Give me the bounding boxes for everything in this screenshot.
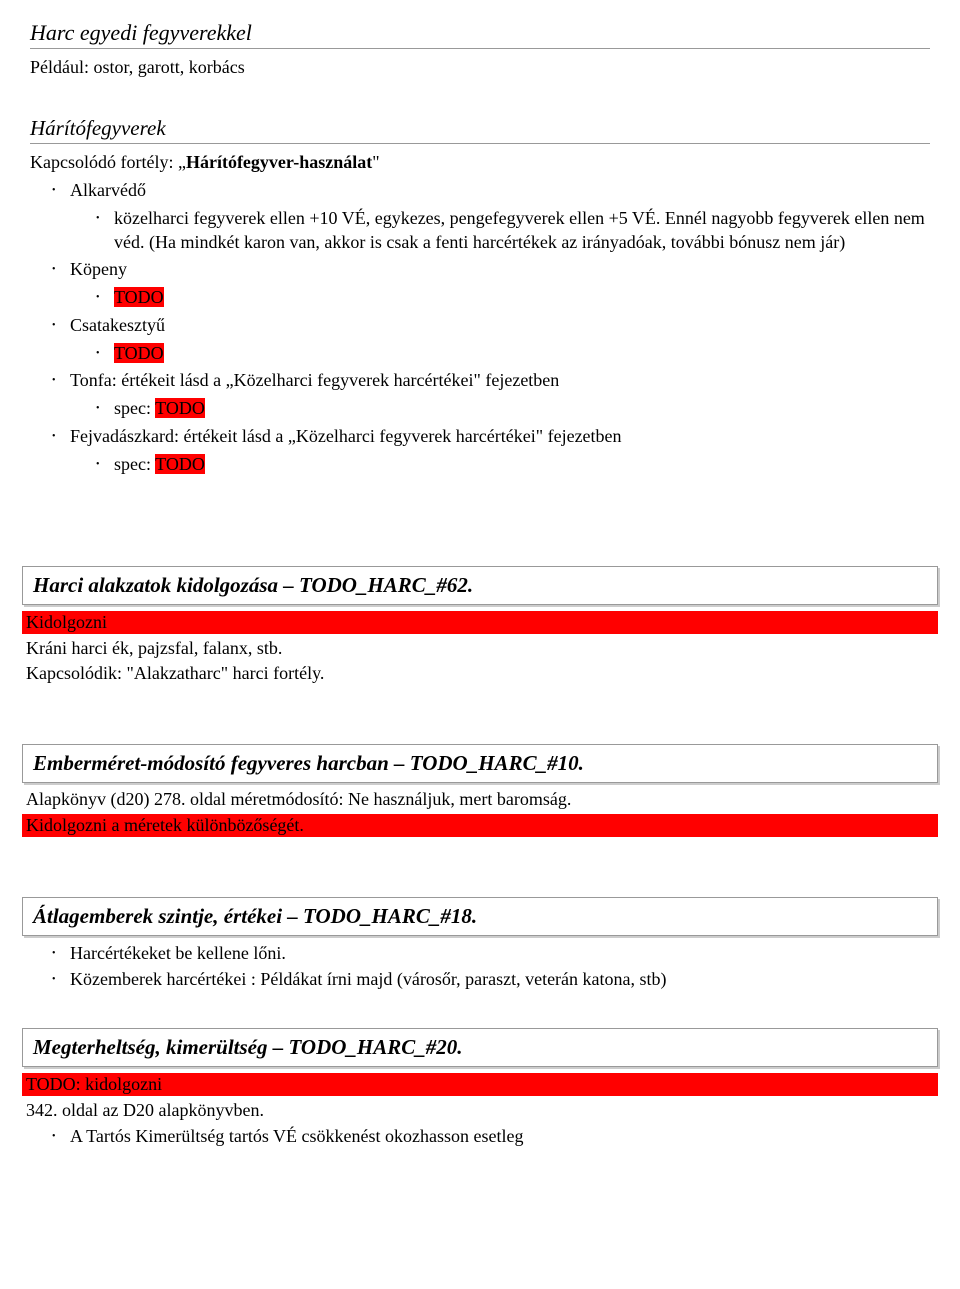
list-item: TODO	[114, 342, 942, 366]
spec-prefix: spec:	[114, 454, 155, 474]
list-item: közelharci fegyverek ellen +10 VÉ, egyke…	[114, 207, 942, 255]
intro-line: Kapcsolódó fortély: „Hárítófegyver-haszn…	[30, 152, 930, 173]
todo-badge: TODO	[114, 343, 164, 363]
intro-suffix: "	[372, 152, 379, 172]
list-item: Csatakesztyű TODO	[70, 314, 942, 366]
megterh-list: A Tartós Kimerültség tartós VÉ csökkenés…	[18, 1125, 942, 1149]
todo-badge: TODO	[114, 287, 164, 307]
intro-bold: Hárítófegyver-használat	[186, 152, 372, 172]
example-text: Például: ostor, garott, korbács	[30, 57, 930, 78]
section-title-egyedi: Harc egyedi fegyverekkel	[30, 20, 930, 49]
body-text: Kráni harci ék, pajzsfal, falanx, stb.	[26, 638, 934, 659]
list-item: Köpeny TODO	[70, 258, 942, 310]
body-text: Alapkönyv (d20) 278. oldal méretmódosító…	[26, 789, 934, 810]
spec-prefix: spec:	[114, 398, 155, 418]
list-item: Alkarvédő közelharci fegyverek ellen +10…	[70, 179, 942, 254]
box-heading-atlagemberek: Átlagemberek szintje, értékei – TODO_HAR…	[22, 897, 938, 936]
section-title-harito: Hárítófegyverek	[30, 116, 930, 144]
list-item: TODO	[114, 286, 942, 310]
item-label: Csatakesztyű	[70, 315, 165, 335]
list-item: Harcértékeket be kellene lőni.	[70, 942, 942, 966]
body-text: Kapcsolódik: "Alakzatharc" harci fortély…	[26, 663, 934, 684]
atlag-list: Harcértékeket be kellene lőni. Közembere…	[18, 942, 942, 992]
list-item: Tonfa: értékeit lásd a „Közelharci fegyv…	[70, 369, 942, 421]
todo-badge: TODO	[155, 454, 205, 474]
list-item: spec: TODO	[114, 397, 942, 421]
todo-badge: TODO	[155, 398, 205, 418]
red-note: Kidolgozni	[22, 611, 938, 634]
item-label: Köpeny	[70, 259, 127, 279]
list-item: Közemberek harcértékei : Példákat írni m…	[70, 968, 942, 992]
item-label: Tonfa: értékeit lásd a „Közelharci fegyv…	[70, 370, 559, 390]
box-heading-embermeret: Emberméret-módosító fegyveres harcban – …	[22, 744, 938, 783]
intro-prefix: Kapcsolódó fortély: „	[30, 152, 186, 172]
list-item: Fejvadászkard: értékeit lásd a „Közelhar…	[70, 425, 942, 477]
body-text: 342. oldal az D20 alapkönyvben.	[26, 1100, 934, 1121]
red-note: Kidolgozni a méretek különbözőségét.	[22, 814, 938, 837]
list-item: spec: TODO	[114, 453, 942, 477]
harito-list: Alkarvédő közelharci fegyverek ellen +10…	[18, 179, 942, 476]
box-heading-megterheltseg: Megterheltség, kimerültség – TODO_HARC_#…	[22, 1028, 938, 1067]
item-label: Alkarvédő	[70, 180, 146, 200]
list-item: A Tartós Kimerültség tartós VÉ csökkenés…	[70, 1125, 942, 1149]
box-heading-alakzatok: Harci alakzatok kidolgozása – TODO_HARC_…	[22, 566, 938, 605]
item-label: Fejvadászkard: értékeit lásd a „Közelhar…	[70, 426, 622, 446]
red-note: TODO: kidolgozni	[22, 1073, 938, 1096]
